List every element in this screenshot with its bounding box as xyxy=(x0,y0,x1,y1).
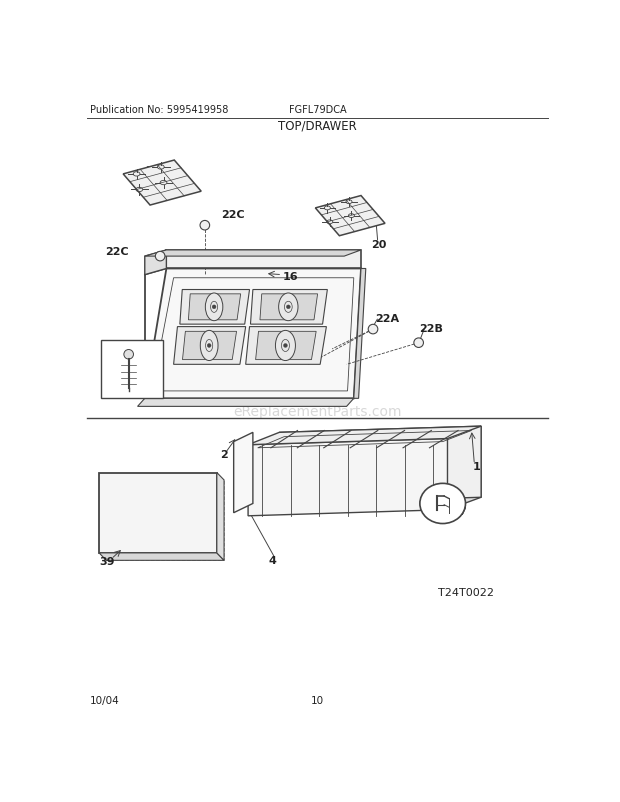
Text: 1: 1 xyxy=(472,462,480,472)
Polygon shape xyxy=(354,269,366,399)
Text: TOP/DRAWER: TOP/DRAWER xyxy=(278,119,357,132)
Text: 7: 7 xyxy=(458,506,466,516)
Polygon shape xyxy=(448,427,481,510)
Circle shape xyxy=(212,306,216,310)
Polygon shape xyxy=(234,433,253,513)
Polygon shape xyxy=(279,427,481,504)
Polygon shape xyxy=(174,327,246,365)
Polygon shape xyxy=(250,290,327,325)
Polygon shape xyxy=(145,250,361,257)
Circle shape xyxy=(368,325,378,334)
Polygon shape xyxy=(217,473,224,561)
Ellipse shape xyxy=(420,484,466,524)
Polygon shape xyxy=(99,473,217,553)
Text: T24T0022: T24T0022 xyxy=(438,588,494,597)
Text: 22C: 22C xyxy=(105,247,129,257)
Polygon shape xyxy=(99,553,224,561)
Polygon shape xyxy=(316,196,385,237)
Polygon shape xyxy=(246,327,326,365)
Ellipse shape xyxy=(275,331,296,361)
Text: 10: 10 xyxy=(311,695,324,705)
Circle shape xyxy=(283,344,287,348)
Text: 4: 4 xyxy=(268,556,277,565)
Circle shape xyxy=(124,350,133,359)
Ellipse shape xyxy=(278,294,298,322)
Text: 10/04: 10/04 xyxy=(89,695,119,705)
Text: eReplacementParts.com: eReplacementParts.com xyxy=(234,404,402,418)
Circle shape xyxy=(286,306,290,310)
Circle shape xyxy=(200,221,210,231)
Polygon shape xyxy=(182,332,237,360)
Polygon shape xyxy=(123,161,201,206)
Polygon shape xyxy=(188,294,241,321)
Polygon shape xyxy=(248,427,481,445)
Ellipse shape xyxy=(200,331,218,361)
Polygon shape xyxy=(180,290,249,325)
Circle shape xyxy=(207,344,211,348)
Text: 2: 2 xyxy=(219,449,228,460)
Text: 39: 39 xyxy=(99,557,115,566)
Polygon shape xyxy=(138,399,354,407)
Polygon shape xyxy=(248,439,448,516)
Text: 8B: 8B xyxy=(106,358,122,369)
Polygon shape xyxy=(260,294,317,321)
Text: 20: 20 xyxy=(145,165,160,176)
Ellipse shape xyxy=(205,294,223,322)
Text: FGFL79DCA: FGFL79DCA xyxy=(289,105,347,115)
Text: 22B: 22B xyxy=(418,324,443,334)
Text: 20: 20 xyxy=(371,240,387,249)
Text: Publication No: 5995419958: Publication No: 5995419958 xyxy=(89,105,228,115)
Polygon shape xyxy=(255,332,316,360)
Text: 22A: 22A xyxy=(375,314,399,323)
Polygon shape xyxy=(145,269,361,399)
Text: 22C: 22C xyxy=(221,210,244,220)
Bar xyxy=(100,340,163,399)
Text: 16: 16 xyxy=(283,272,299,282)
Circle shape xyxy=(414,338,423,348)
Circle shape xyxy=(156,252,165,261)
Polygon shape xyxy=(166,250,361,269)
Polygon shape xyxy=(145,250,166,275)
